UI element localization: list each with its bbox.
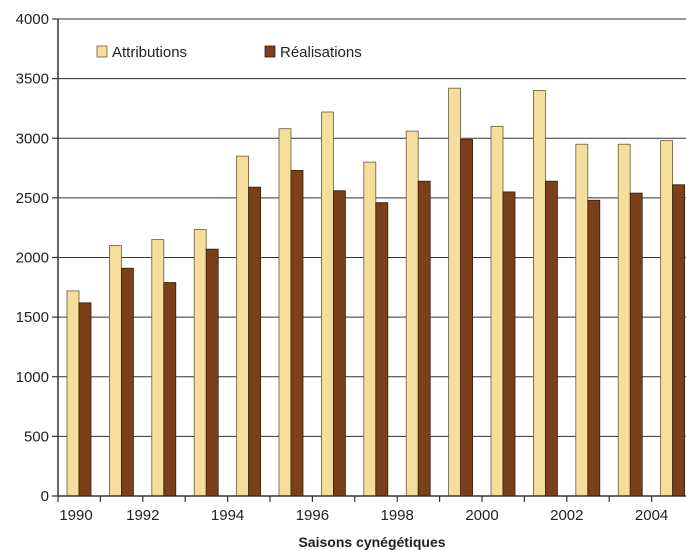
- bar-attributions: [533, 90, 546, 497]
- y-tick-label: 3500: [16, 71, 49, 88]
- bar-realisations: [629, 192, 643, 497]
- bar-attributions: [151, 239, 165, 497]
- legend-label: Réalisations: [280, 44, 362, 61]
- bar-attributions: [617, 143, 631, 497]
- bar-realisations: [587, 199, 601, 497]
- bar-realisations: [78, 302, 92, 497]
- y-ticks: 0 500 1000 1500 2000 2500 3000 3500 4000: [16, 11, 58, 505]
- bar-realisations: [163, 282, 177, 497]
- y-tick-label: 1500: [16, 309, 49, 326]
- legend-swatch: [264, 45, 276, 58]
- y-tick-label: 1000: [16, 369, 49, 386]
- legend-label: Attributions: [112, 44, 187, 61]
- x-axis-title: Saisons cynégétiques: [298, 534, 445, 550]
- bar-attributions: [363, 161, 377, 497]
- y-tick-label: 3000: [16, 130, 49, 147]
- bars: [66, 87, 685, 497]
- y-tick-label: 4000: [16, 11, 49, 28]
- bar-attributions: [109, 245, 122, 497]
- bar-attributions: [490, 125, 504, 497]
- x-tick-label: 1998: [381, 507, 414, 524]
- x-tick-label: 1990: [59, 507, 92, 524]
- x-tick-label: 1992: [126, 507, 159, 524]
- bar-attributions: [660, 140, 673, 497]
- bar-realisations: [375, 202, 389, 497]
- y-tick-label: 500: [24, 428, 49, 445]
- bar-realisations: [290, 170, 304, 497]
- bar-realisations: [502, 191, 516, 497]
- bar-attributions: [405, 130, 419, 497]
- bar-realisations: [205, 248, 219, 497]
- x-tick-label: 2004: [635, 507, 668, 524]
- bar-realisations: [332, 190, 346, 497]
- bar-realisations: [545, 180, 558, 497]
- x-tick-label: 2000: [465, 507, 498, 524]
- y-tick-label: 2500: [16, 190, 49, 207]
- bar-realisations: [460, 139, 474, 497]
- y-tick-label: 2000: [16, 250, 49, 267]
- y-tick-label: 0: [41, 488, 49, 505]
- bar-realisations: [248, 186, 262, 497]
- bar-attributions: [66, 290, 80, 497]
- x-tick-label: 2002: [550, 507, 583, 524]
- bar-realisations: [121, 267, 134, 497]
- bar-attributions: [193, 229, 207, 497]
- bar-attributions: [575, 143, 589, 497]
- bar-realisations: [672, 184, 685, 497]
- bar-attributions: [278, 128, 292, 497]
- x-tick-label: 1994: [211, 507, 244, 524]
- x-ticks: 1990 1992 1994 1996 1998 2000 2002 2004: [57, 496, 668, 524]
- bar-realisations: [417, 180, 431, 497]
- x-tick-label: 1996: [296, 507, 329, 524]
- legend: Attributions Réalisations: [96, 44, 362, 61]
- bar-attributions: [320, 111, 334, 497]
- legend-swatch: [96, 45, 108, 58]
- bar-attributions: [236, 155, 250, 497]
- bar-attributions: [448, 87, 462, 497]
